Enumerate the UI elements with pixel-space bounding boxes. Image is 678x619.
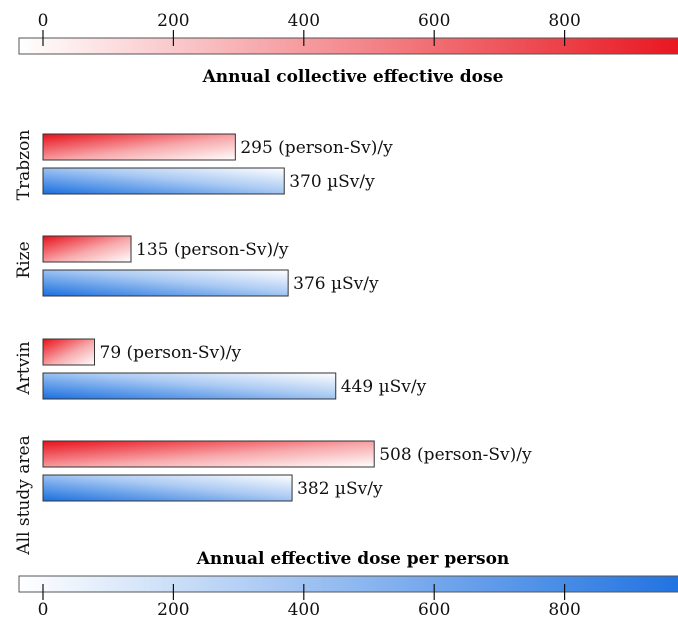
bottom-axis-tick-label: 0 — [38, 600, 49, 619]
category-labels: Trabzon Rize Artvin All study area — [14, 130, 34, 556]
category-label: Trabzon — [14, 130, 34, 201]
bar-per-person-all-study-area — [42, 474, 293, 502]
bottom-axis-bar — [18, 575, 678, 593]
bar-per-person-label: 370 µSv/y — [289, 172, 375, 192]
bar-per-person-artvin — [42, 372, 337, 400]
bottom-axis: 0 200 400 600 800 — [18, 575, 678, 619]
top-axis-tick-label: 200 — [157, 11, 189, 31]
top-axis-title: Annual collective effective dose — [202, 67, 504, 87]
top-axis-tick-label: 600 — [418, 11, 450, 31]
bar-per-person-rize — [42, 269, 289, 297]
bars-group: 295 (person-Sv)/y 370 µSv/y 135 (person-Sv… — [42, 133, 532, 502]
top-axis-bar — [18, 37, 678, 55]
category-label: All study area — [14, 435, 34, 555]
top-axis-tick-label: 800 — [548, 11, 580, 31]
top-axis-tick-label: 0 — [38, 11, 49, 31]
bar-per-person-label: 382 µSv/y — [297, 479, 383, 499]
bottom-axis-tick-label: 800 — [548, 600, 580, 619]
category-label: Artvin — [14, 341, 34, 395]
category-label: Rize — [14, 241, 34, 278]
bar-collective-trabzon — [42, 133, 236, 161]
bottom-axis-tick-label: 200 — [157, 600, 189, 619]
top-axis-tick-label: 400 — [288, 11, 320, 31]
bar-collective-label: 508 (person-Sv)/y — [379, 445, 532, 465]
top-axis: 0 200 400 600 800 — [18, 11, 678, 55]
bottom-axis-title: Annual effective dose per person — [196, 549, 510, 569]
bar-collective-artvin — [42, 338, 96, 366]
bottom-axis-tick-label: 600 — [418, 600, 450, 619]
bottom-axis-tick-label: 400 — [288, 600, 320, 619]
bar-per-person-label: 376 µSv/y — [293, 274, 379, 294]
bar-collective-label: 79 (person-Sv)/y — [100, 343, 242, 363]
bar-collective-all-study-area — [42, 440, 375, 468]
bar-collective-label: 295 (person-Sv)/y — [240, 138, 393, 158]
bar-per-person-label: 449 µSv/y — [341, 377, 427, 397]
bar-collective-label: 135 (person-Sv)/y — [136, 240, 289, 260]
bar-per-person-trabzon — [42, 167, 285, 195]
bar-collective-rize — [42, 235, 132, 263]
